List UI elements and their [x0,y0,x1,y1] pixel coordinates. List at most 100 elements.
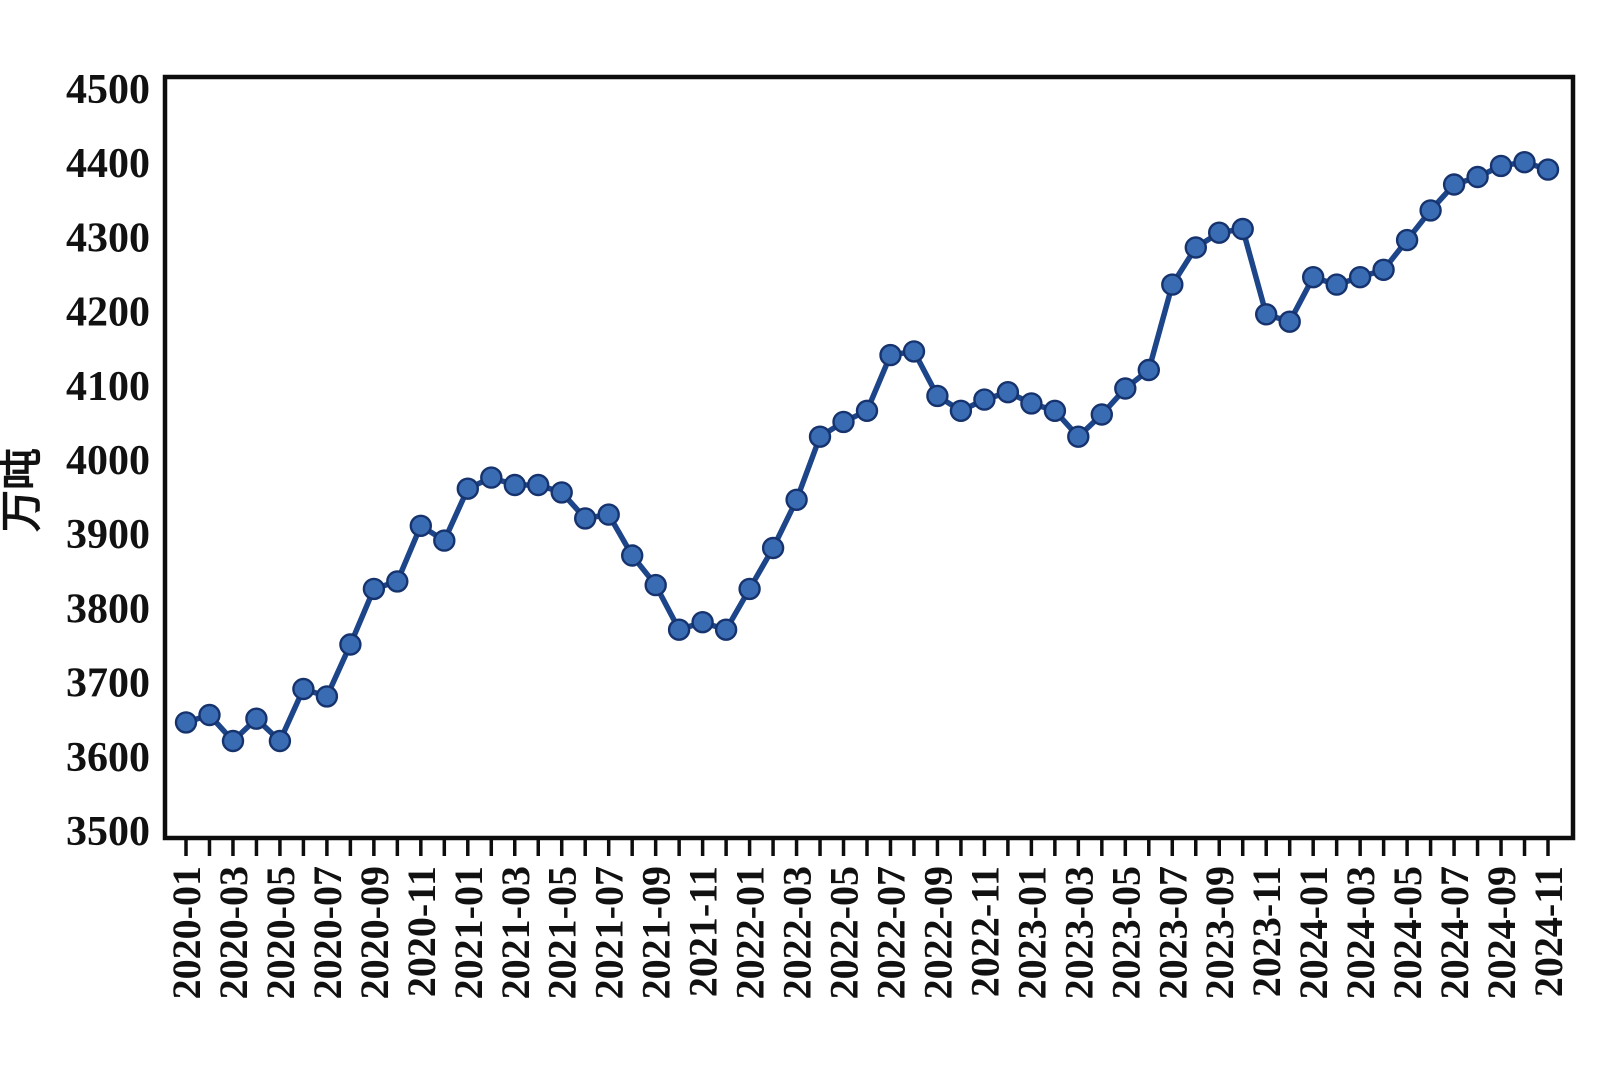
data-point [1536,158,1560,181]
data-point [221,729,245,753]
x-tick-label: 2022-11 [962,866,1007,997]
data-point [1372,258,1395,281]
data-point [527,473,550,497]
data-point [1325,273,1348,296]
x-tick-label: 2024-11 [1526,866,1571,997]
data-point [1231,217,1254,241]
data-point [456,477,479,500]
data-point [1161,273,1184,296]
data-point [1207,221,1231,244]
y-tick-label: 3700 [66,661,150,707]
data-point [621,544,644,567]
x-tick-label: 2024-01 [1291,866,1336,999]
data-point [667,618,691,641]
data-point [1254,303,1278,326]
x-tick-label: 2023-01 [1009,866,1054,999]
x-tick-label: 2024-03 [1338,866,1383,999]
data-point [832,410,855,434]
data-point [1489,154,1513,178]
data-point [245,707,268,730]
data-point [996,381,1020,404]
data-point [386,570,409,593]
data-point [973,388,996,411]
x-tick-label: 2021-11 [681,866,726,997]
y-tick-label: 3500 [66,809,150,855]
y-tick-label: 3800 [66,586,150,632]
x-tick-label: 2020-03 [211,866,256,999]
data-point [926,384,949,408]
data-point [1466,165,1489,189]
x-tick-label: 2021-07 [587,866,632,999]
x-tick-label: 2020-05 [258,866,303,999]
data-point [949,399,973,422]
x-tick-label: 2022-07 [868,866,913,999]
x-tick-label: 2024-09 [1479,866,1524,999]
data-point [1043,399,1067,422]
x-tick-label: 2022-03 [775,866,820,999]
x-tick-label: 2021-09 [634,866,679,999]
data-point [808,425,832,448]
data-line [183,159,1551,744]
data-point [761,536,785,560]
data-point [198,703,221,727]
data-point [879,343,902,367]
x-tick-label: 2020-11 [399,866,444,997]
x-tick-label: 2023-07 [1150,866,1195,999]
data-point [738,577,761,601]
data-point [1348,266,1372,289]
data-point [714,618,738,641]
data-point [1020,392,1043,415]
data-point [855,399,879,422]
x-tick-label: 2024-07 [1432,866,1477,999]
x-tick-label: 2020-09 [352,866,397,999]
plot-frame [162,74,1576,841]
data-point [1278,310,1301,333]
y-tick-label: 4200 [66,290,150,336]
data-point [409,514,432,537]
data-point [1513,150,1536,174]
x-tick-label: 2023-11 [1244,866,1289,997]
x-tick-label: 2021-03 [493,866,538,999]
y-axis-title: 万吨 [0,448,45,532]
x-tick-label: 2022-05 [822,866,867,999]
data-point [1395,228,1419,252]
x-tick-label: 2022-09 [915,866,960,999]
x-tick-label: 2020-07 [305,866,350,999]
data-point [1090,403,1114,426]
y-tick-label: 4300 [66,215,150,261]
data-point [339,633,362,656]
data-point [268,729,292,753]
x-tick-label: 2024-05 [1385,866,1430,999]
y-tick-label: 3900 [66,512,150,558]
data-point [902,340,926,363]
data-point [1442,173,1466,196]
x-tick-label: 2021-01 [446,866,491,999]
x-tick-label: 2021-05 [540,866,585,999]
data-point [785,488,808,511]
data-point [574,507,597,530]
data-point [315,685,339,708]
data-point [550,481,573,504]
data-point [597,503,620,526]
data-point [433,529,456,552]
y-tick-label: 3600 [66,735,150,781]
data-point [691,611,714,634]
data-point [1184,236,1208,259]
data-point [292,677,315,701]
y-tick-label: 4500 [66,67,150,113]
data-point [480,466,503,489]
data-point [174,711,198,734]
data-point [1301,266,1325,289]
x-tick-label: 2022-01 [728,866,773,999]
x-tick-label: 2023-05 [1103,866,1148,999]
y-tick-label: 4100 [66,364,150,410]
y-tick-label: 4000 [66,438,150,484]
data-point [362,577,386,601]
y-tick-label: 4400 [66,141,150,187]
x-tick-label: 2023-03 [1056,866,1101,999]
data-point [644,573,667,597]
x-tick-label: 2020-01 [164,866,209,999]
data-point [503,473,526,497]
